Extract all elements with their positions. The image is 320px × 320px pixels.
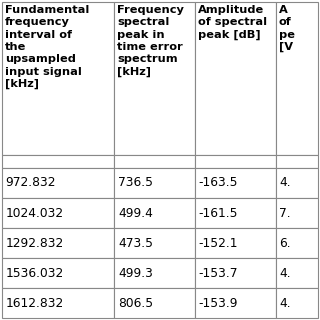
Text: 4.: 4. <box>279 297 291 310</box>
Text: 972.832: 972.832 <box>5 176 56 189</box>
Text: 473.5: 473.5 <box>118 237 153 250</box>
Text: -153.9: -153.9 <box>199 297 238 310</box>
Bar <box>195 198 276 228</box>
Bar <box>276 168 318 198</box>
Text: -152.1: -152.1 <box>199 237 238 250</box>
Text: 1612.832: 1612.832 <box>5 297 64 310</box>
Bar <box>195 228 276 258</box>
Bar <box>2 258 114 288</box>
Text: 1536.032: 1536.032 <box>5 267 64 280</box>
Text: Frequency
spectral
peak in
time error
spectrum
[kHz]: Frequency spectral peak in time error sp… <box>117 5 184 77</box>
Text: 736.5: 736.5 <box>118 176 153 189</box>
Bar <box>114 228 195 258</box>
Text: 1292.832: 1292.832 <box>5 237 64 250</box>
Bar <box>114 288 195 318</box>
Bar <box>114 155 195 168</box>
Text: -161.5: -161.5 <box>199 207 238 220</box>
Bar <box>195 168 276 198</box>
Text: -163.5: -163.5 <box>199 176 238 189</box>
Bar <box>114 2 195 155</box>
Text: 1024.032: 1024.032 <box>5 207 64 220</box>
Bar <box>2 168 114 198</box>
Bar <box>276 198 318 228</box>
Bar <box>276 2 318 155</box>
Text: 4.: 4. <box>279 267 291 280</box>
Bar <box>114 168 195 198</box>
Bar <box>276 258 318 288</box>
Text: Amplitude
of spectral
peak [dB]: Amplitude of spectral peak [dB] <box>198 5 267 40</box>
Text: 499.3: 499.3 <box>118 267 153 280</box>
Text: Fundamental
frequency
interval of
the
upsampled
input signal
[kHz]: Fundamental frequency interval of the up… <box>5 5 89 90</box>
Bar <box>2 155 114 168</box>
Bar <box>2 288 114 318</box>
Text: 4.: 4. <box>279 176 291 189</box>
Bar <box>2 228 114 258</box>
Bar <box>114 258 195 288</box>
Bar <box>2 2 114 155</box>
Text: -153.7: -153.7 <box>199 267 238 280</box>
Bar <box>276 228 318 258</box>
Text: 6.: 6. <box>279 237 291 250</box>
Bar <box>195 288 276 318</box>
Bar <box>195 155 276 168</box>
Bar <box>195 2 276 155</box>
Text: 499.4: 499.4 <box>118 207 153 220</box>
Bar <box>276 288 318 318</box>
Bar <box>114 198 195 228</box>
Text: 7.: 7. <box>279 207 291 220</box>
Bar <box>276 155 318 168</box>
Text: A
of
pe
[V: A of pe [V <box>279 5 295 52</box>
Text: 806.5: 806.5 <box>118 297 153 310</box>
Bar <box>195 258 276 288</box>
Bar <box>2 198 114 228</box>
